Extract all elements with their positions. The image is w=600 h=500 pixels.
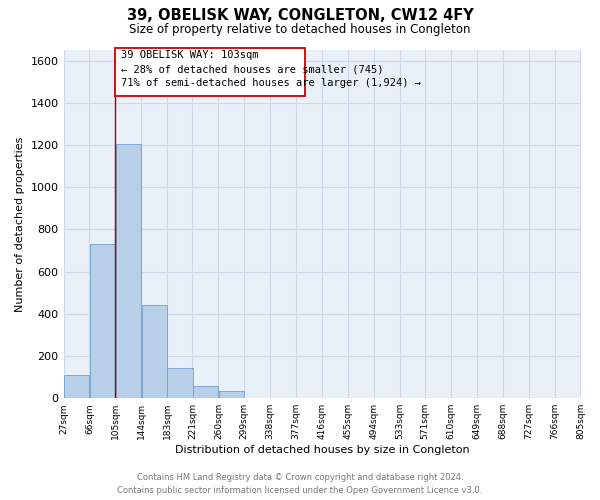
Bar xyxy=(90,244,115,398)
Text: 39, OBELISK WAY, CONGLETON, CW12 4FY: 39, OBELISK WAY, CONGLETON, CW12 4FY xyxy=(127,8,473,22)
Bar xyxy=(64,375,89,398)
Text: Size of property relative to detached houses in Congleton: Size of property relative to detached ho… xyxy=(129,22,471,36)
Text: 39 OBELISK WAY: 103sqm
← 28% of detached houses are smaller (745)
71% of semi-de: 39 OBELISK WAY: 103sqm ← 28% of detached… xyxy=(121,50,421,88)
Text: Contains HM Land Registry data © Crown copyright and database right 2024.
Contai: Contains HM Land Registry data © Crown c… xyxy=(118,474,482,495)
FancyBboxPatch shape xyxy=(115,48,305,96)
Bar xyxy=(116,144,141,398)
Bar xyxy=(218,391,244,398)
Bar xyxy=(142,306,167,398)
X-axis label: Distribution of detached houses by size in Congleton: Distribution of detached houses by size … xyxy=(175,445,469,455)
Bar xyxy=(167,368,193,398)
Bar xyxy=(193,386,218,398)
Y-axis label: Number of detached properties: Number of detached properties xyxy=(15,136,25,312)
